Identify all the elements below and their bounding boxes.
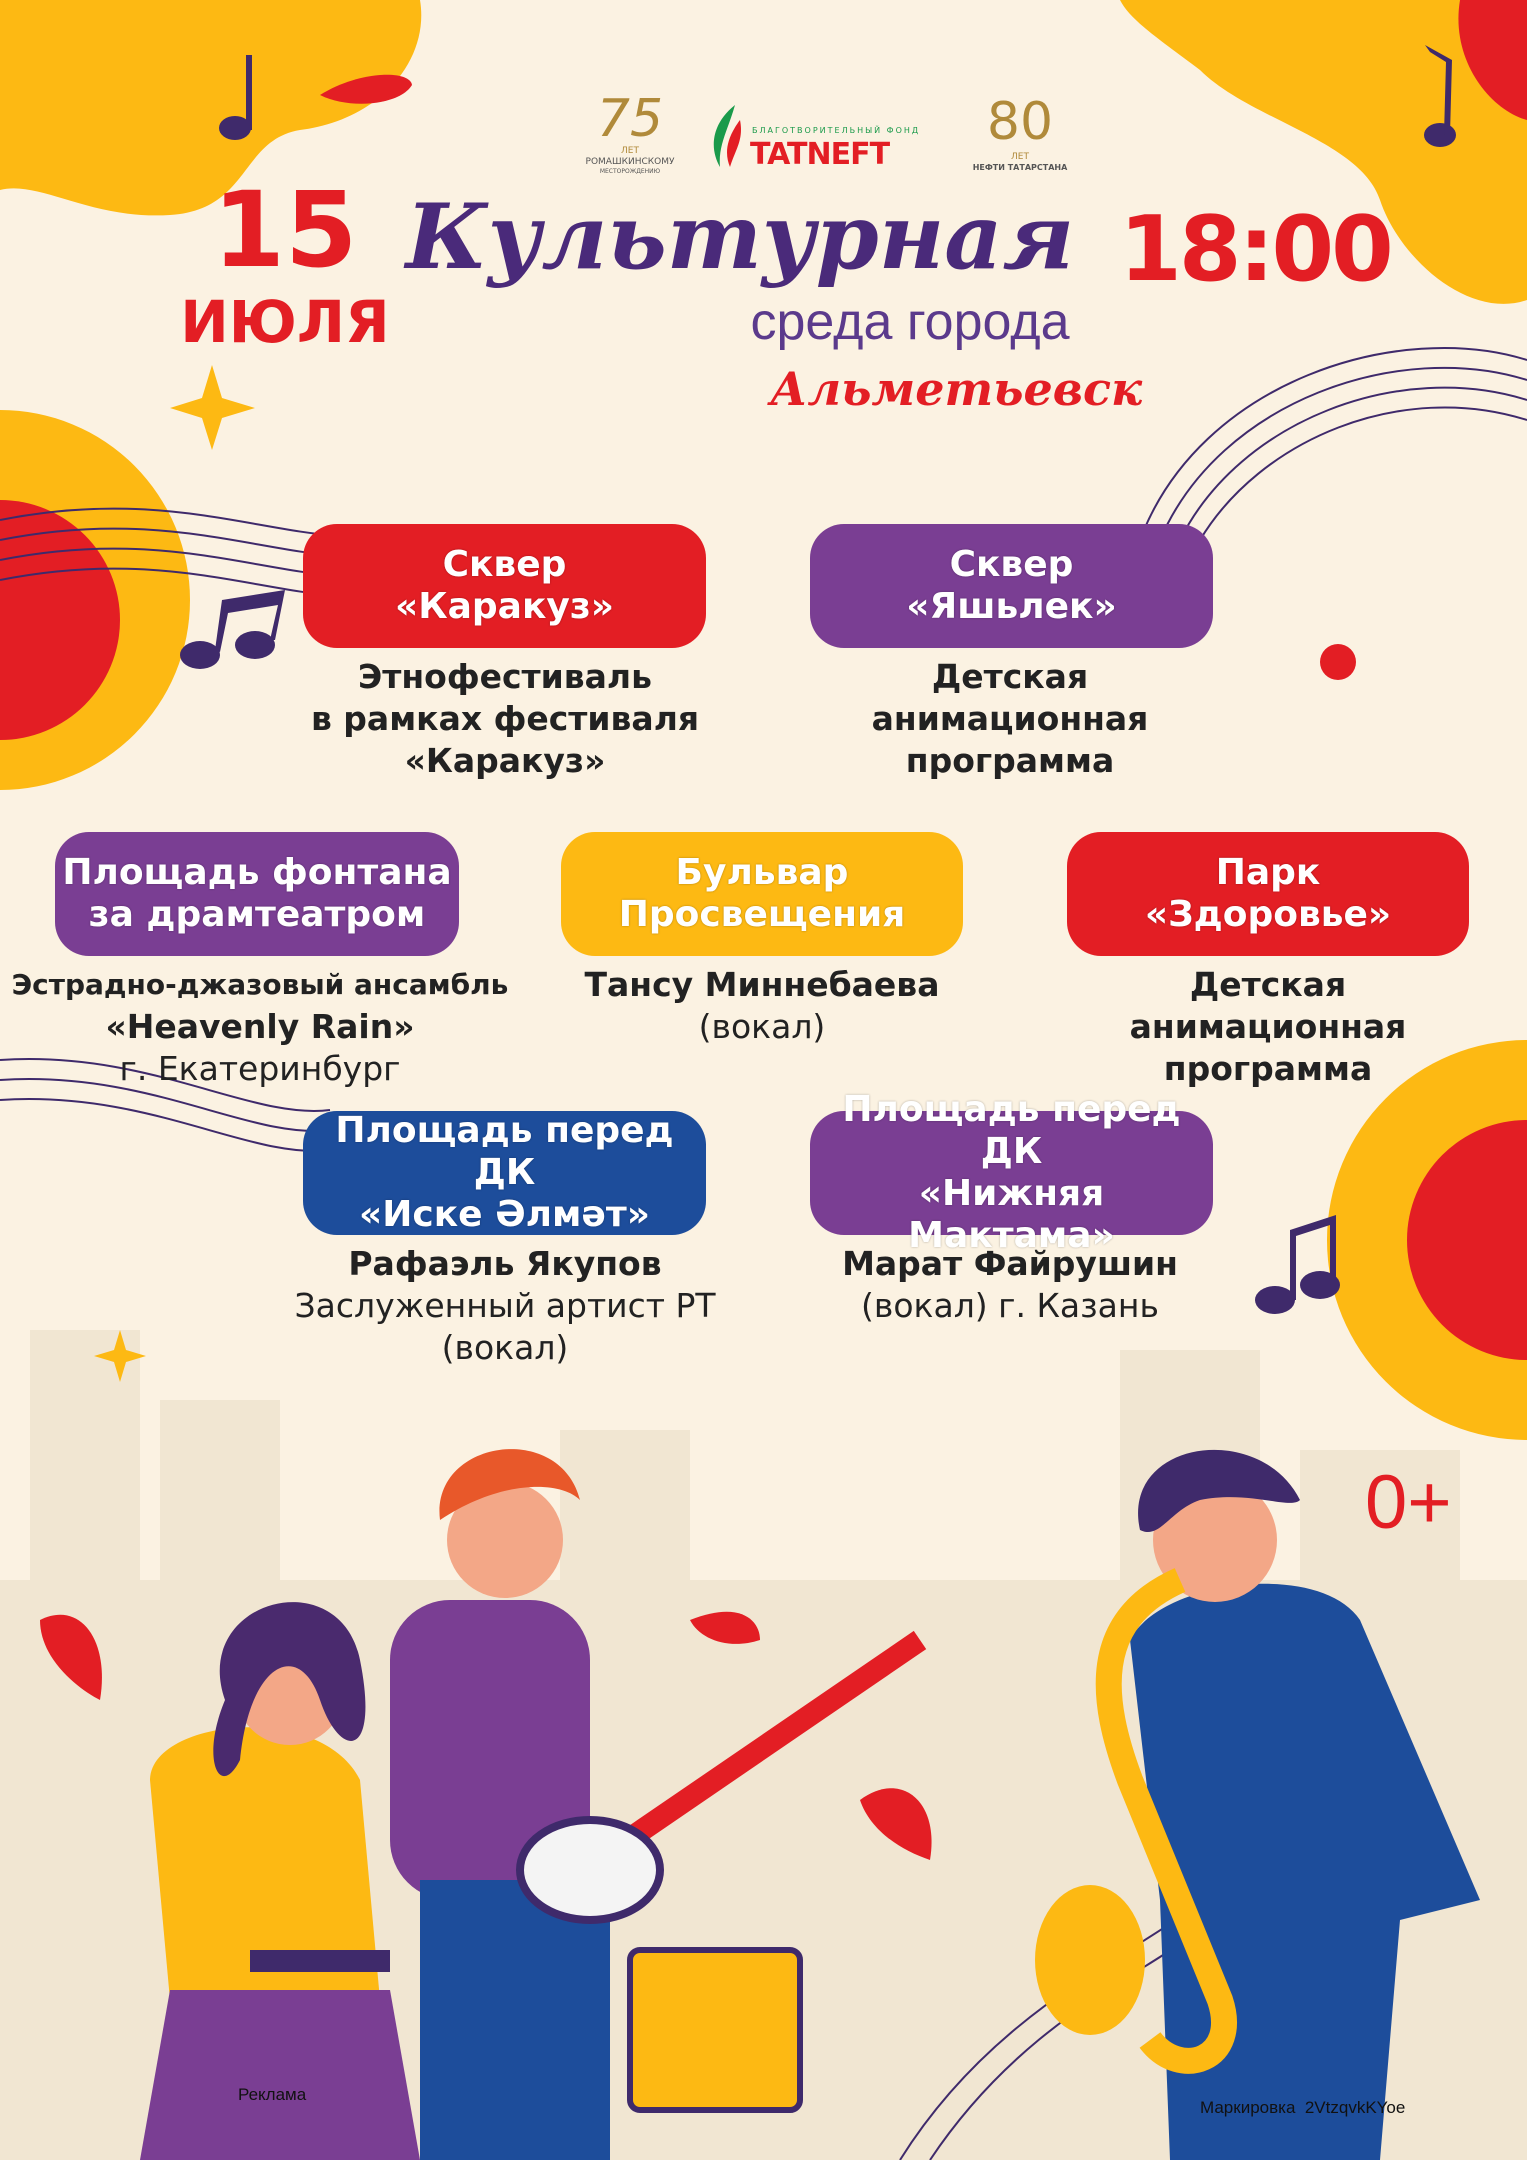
city: Альметьевск	[770, 362, 1143, 416]
venue-yashlek: Сквер «Яшьлек»	[810, 524, 1213, 648]
venue-nizhnyaya-maktama-desc: Марат Файрушин (вокал) г. Казань	[842, 1244, 1178, 1325]
venue-zdorovie-park: Парк «Здоровье»	[1067, 832, 1469, 956]
logo-80-neft-tatarstana: 80 ЛЕТ НЕФТИ ТАТАРСТАНА	[972, 92, 1068, 172]
age-rating: 0+	[1365, 1460, 1452, 1545]
logo-tatneft: БЛАГОТВОРИТЕЛЬНЫЙ ФОНД TATNEFT	[710, 100, 940, 172]
tatneft-flame-icon	[713, 105, 741, 167]
venue-nizhnyaya-maktama: Площадь перед ДК «Нижняя Мактама»	[810, 1089, 1213, 1256]
venue-karakuz: Сквер «Каракуз»	[303, 524, 706, 648]
venue-fountain-square: Площадь фонтана за драмтеатром	[55, 832, 459, 956]
musicians-illustration	[140, 1449, 1480, 2160]
logo-75-romashkino: 75 ЛЕТ РОМАШКИНСКОМУ МЕСТОРОЖДЕНИЮ	[585, 89, 675, 175]
venue-fountain-square-desc: Эстрадно-джазовый ансамбль «Heavenly Rain…	[11, 968, 509, 1088]
subtitle: среда города	[750, 293, 1070, 351]
venue-prosvescheniya-desc: Тансу Миннебаева (вокал)	[584, 965, 940, 1046]
event-month: ИЮЛЯ	[180, 288, 390, 356]
venue-prosvescheniya-boulevard: Бульвар Просвещения	[561, 832, 963, 956]
venue-iske-almet-desc: Рафаэль Якупов Заслуженный артист РТ (вока…	[294, 1244, 716, 1367]
ad-label: Реклама	[238, 2085, 307, 2104]
event-day: 15	[212, 169, 358, 291]
event-time: 18:00	[1119, 197, 1393, 302]
ad-marking: Маркировка 2VtzqvkKYoe	[1200, 2098, 1406, 2117]
venue-zdorovie-desc: Детская анимационная программа	[1129, 965, 1407, 1088]
venue-karakuz-desc: Этнофестиваль в рамках фестиваля «Каракуз»	[310, 657, 700, 780]
venue-iske-almet: Площадь перед ДК «Иске Әлмәт»	[303, 1110, 706, 1235]
title: Культурная	[405, 184, 1075, 290]
venue-yashlek-desc: Детская анимационная программа	[871, 657, 1149, 780]
